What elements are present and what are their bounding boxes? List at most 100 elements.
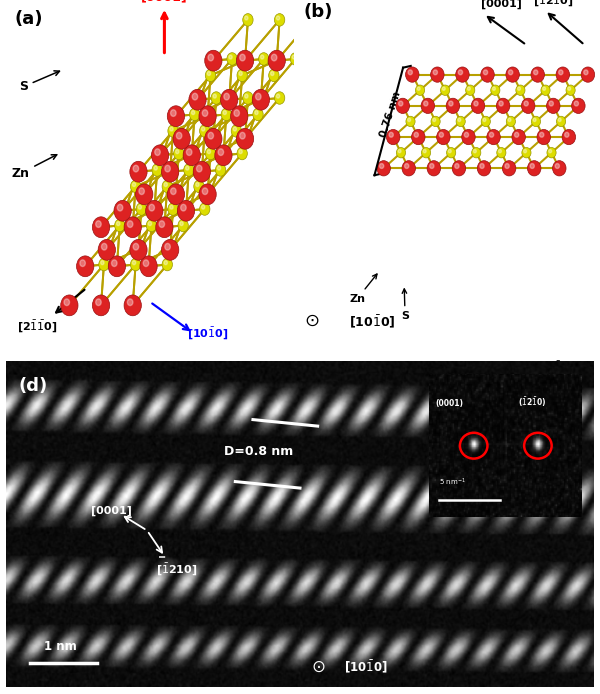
Circle shape [553, 160, 566, 176]
Circle shape [458, 70, 463, 75]
Circle shape [154, 166, 157, 170]
Circle shape [463, 450, 473, 462]
Circle shape [433, 498, 449, 514]
Circle shape [472, 147, 481, 158]
Text: [0001]: [0001] [472, 369, 512, 379]
Circle shape [259, 53, 269, 65]
Circle shape [190, 108, 200, 121]
Circle shape [133, 183, 136, 187]
Circle shape [92, 295, 110, 316]
Circle shape [159, 221, 164, 228]
Text: (c): (c) [303, 364, 331, 382]
Circle shape [211, 92, 221, 104]
Circle shape [192, 93, 197, 100]
Circle shape [116, 221, 120, 226]
Circle shape [146, 219, 157, 232]
Text: [0001]: [0001] [141, 0, 188, 3]
Circle shape [183, 145, 200, 166]
Circle shape [170, 127, 173, 131]
Text: (a): (a) [14, 10, 43, 28]
Circle shape [243, 14, 253, 26]
Circle shape [185, 166, 189, 170]
Circle shape [536, 484, 547, 495]
Circle shape [511, 486, 514, 489]
Circle shape [398, 434, 404, 439]
Circle shape [292, 55, 296, 59]
Circle shape [437, 452, 440, 456]
Circle shape [452, 160, 466, 176]
Circle shape [412, 130, 425, 145]
Circle shape [223, 110, 226, 115]
Circle shape [424, 101, 428, 106]
Circle shape [165, 244, 170, 250]
Circle shape [514, 133, 519, 137]
Circle shape [533, 118, 536, 121]
Circle shape [448, 149, 451, 153]
Circle shape [162, 180, 172, 193]
Circle shape [502, 160, 516, 176]
Circle shape [565, 133, 569, 137]
Circle shape [277, 16, 280, 20]
Circle shape [506, 116, 515, 127]
Circle shape [208, 133, 214, 139]
Circle shape [112, 260, 117, 266]
Circle shape [547, 147, 556, 158]
Text: ($\bar{1}$2$\bar{1}$0): ($\bar{1}$2$\bar{1}$0) [518, 395, 547, 409]
Circle shape [167, 184, 185, 205]
Circle shape [92, 217, 110, 237]
Circle shape [581, 67, 595, 83]
Text: [0001]: [0001] [481, 0, 521, 9]
Circle shape [377, 160, 391, 176]
Circle shape [406, 67, 419, 83]
Circle shape [451, 431, 466, 448]
Circle shape [124, 217, 142, 237]
Circle shape [426, 434, 431, 439]
Text: [2$\bar{1}\bar{1}$0]: [2$\bar{1}\bar{1}$0] [349, 645, 395, 661]
Circle shape [130, 180, 141, 193]
Circle shape [178, 219, 188, 232]
Circle shape [483, 486, 487, 489]
Circle shape [572, 99, 585, 114]
Circle shape [173, 128, 190, 149]
Text: [2$\bar{1}\bar{1}$0]: [2$\bar{1}\bar{1}$0] [17, 318, 58, 334]
Circle shape [518, 87, 521, 90]
Circle shape [481, 484, 492, 495]
Circle shape [584, 70, 588, 75]
Text: (b): (b) [303, 3, 332, 22]
Circle shape [404, 164, 409, 169]
Circle shape [508, 70, 513, 75]
Text: [0001]: [0001] [91, 506, 132, 516]
Circle shape [114, 201, 131, 221]
Circle shape [500, 468, 505, 473]
Circle shape [499, 101, 503, 106]
Circle shape [117, 204, 123, 211]
Circle shape [155, 149, 160, 155]
Circle shape [397, 147, 406, 158]
Circle shape [522, 147, 531, 158]
Circle shape [406, 116, 415, 127]
Circle shape [474, 101, 478, 106]
Circle shape [532, 116, 541, 127]
Circle shape [407, 450, 418, 462]
Circle shape [493, 87, 496, 90]
Circle shape [516, 85, 525, 96]
Circle shape [456, 116, 465, 127]
Text: [$\bar{1}$210]: [$\bar{1}$210] [156, 561, 197, 577]
Circle shape [99, 258, 109, 271]
Circle shape [170, 110, 176, 117]
Circle shape [218, 149, 224, 155]
Circle shape [139, 188, 145, 194]
Circle shape [417, 87, 420, 90]
Circle shape [378, 498, 394, 514]
Circle shape [221, 108, 232, 121]
Circle shape [460, 498, 476, 514]
Circle shape [490, 133, 494, 137]
Text: D=0.8 nm: D=0.8 nm [224, 446, 293, 459]
Circle shape [202, 127, 205, 131]
Circle shape [396, 99, 409, 114]
Circle shape [133, 261, 136, 264]
Circle shape [559, 70, 563, 75]
Circle shape [156, 217, 173, 237]
Circle shape [140, 256, 157, 277]
Circle shape [547, 99, 560, 114]
